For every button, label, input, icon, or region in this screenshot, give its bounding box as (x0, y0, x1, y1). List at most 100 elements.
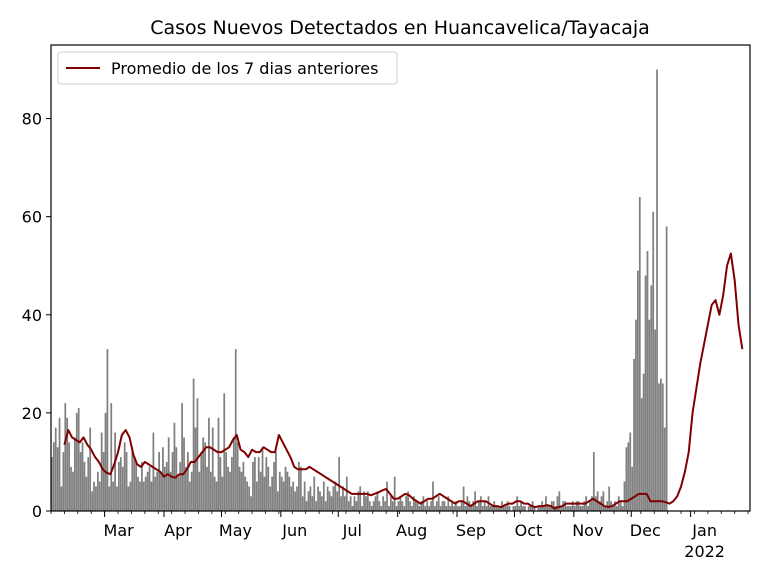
bar (271, 476, 273, 511)
bar (399, 496, 402, 511)
bar (558, 491, 561, 511)
bar (68, 442, 70, 511)
bar (282, 481, 285, 511)
bar (219, 457, 222, 511)
legend-box (57, 51, 398, 85)
bar (169, 471, 172, 511)
bar (240, 471, 243, 511)
bar (571, 501, 574, 511)
bar (324, 501, 327, 511)
bar (175, 447, 178, 511)
bar (629, 432, 632, 511)
bar (623, 481, 626, 511)
bar (355, 501, 358, 511)
bar (336, 491, 339, 511)
bar (286, 471, 289, 511)
bar (529, 506, 532, 511)
bar (192, 378, 195, 511)
y-axis: 0 20 40 60 80 (22, 110, 51, 521)
bar (347, 501, 350, 511)
bar (378, 501, 381, 511)
series-line-promedio (63, 252, 744, 510)
bar (522, 506, 524, 511)
bar (451, 501, 454, 511)
bar (349, 496, 352, 511)
bar (158, 452, 160, 511)
x-tick-label: Jun (281, 521, 307, 540)
bar (654, 329, 657, 511)
x-tick-label: Mar (104, 521, 135, 540)
bar (489, 506, 492, 511)
bar (152, 432, 155, 511)
bar (54, 427, 57, 511)
bar (372, 501, 375, 511)
bar (142, 481, 145, 511)
bar (556, 496, 559, 511)
bar (353, 496, 356, 511)
bar (581, 506, 584, 511)
bar (591, 496, 593, 511)
bar (386, 481, 388, 511)
bar (137, 476, 139, 511)
bar (650, 285, 653, 511)
bar (539, 506, 542, 511)
bar (481, 506, 484, 511)
bar (504, 506, 507, 511)
x-tick-label: Jan (691, 521, 717, 540)
bar (412, 496, 415, 511)
bar (374, 496, 377, 511)
bar (462, 486, 465, 511)
bar (407, 491, 409, 511)
bar (652, 211, 655, 511)
bar (428, 506, 431, 511)
bar (416, 501, 419, 511)
bar (116, 486, 118, 511)
bar (125, 452, 128, 511)
bar (380, 506, 383, 511)
bar (273, 461, 275, 511)
bar (93, 481, 95, 511)
bar (499, 506, 501, 511)
x-tick-label: Jul (342, 521, 362, 540)
bar (315, 501, 318, 511)
bar (284, 466, 287, 511)
bar (370, 506, 373, 511)
bar (365, 496, 367, 511)
bar (537, 506, 540, 511)
bar (186, 452, 189, 511)
bar (118, 461, 120, 511)
bar (131, 447, 134, 511)
bar (110, 403, 113, 511)
x-tick-label: Oct (515, 521, 543, 540)
bar (64, 403, 67, 511)
bar (56, 447, 59, 511)
bar (307, 491, 310, 511)
bar (458, 506, 461, 511)
bar (119, 457, 122, 511)
bar (345, 476, 348, 511)
bar (514, 506, 517, 511)
bar (564, 501, 566, 511)
bar (604, 506, 607, 511)
bar (389, 496, 392, 511)
bar (638, 197, 641, 511)
bar (502, 506, 505, 511)
bar (162, 447, 164, 511)
y-tick-label: 20 (22, 404, 42, 423)
bar (472, 501, 475, 511)
bar (261, 447, 264, 511)
bar (236, 442, 239, 511)
bar (87, 457, 90, 511)
bar (305, 501, 308, 511)
bar (426, 501, 429, 511)
bar (70, 466, 72, 511)
bar (366, 491, 369, 511)
bar (204, 442, 206, 511)
bar (81, 442, 84, 511)
x-tick-label: Sep (456, 521, 486, 540)
bar (506, 501, 509, 511)
x-tick-sublabel: 2022 (684, 542, 725, 561)
y-tick-label: 60 (22, 208, 42, 227)
bar (246, 481, 249, 511)
bar (579, 506, 582, 511)
